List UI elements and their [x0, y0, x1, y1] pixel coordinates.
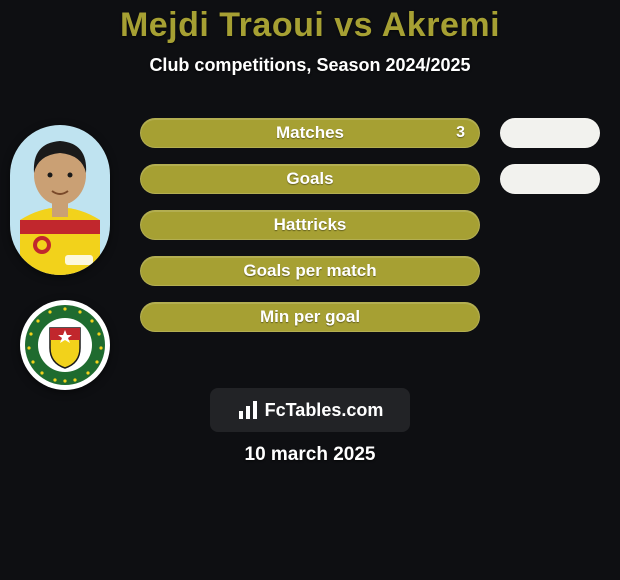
stat-row-right-slot	[490, 118, 610, 148]
stats-block: Matches 3 Goals Hattricks Goals per match Min…	[0, 110, 620, 340]
stat-label: Goals	[286, 169, 333, 189]
stat-pill-main: Matches 3	[140, 118, 480, 148]
stat-row: Matches 3	[0, 110, 620, 156]
stat-row: Goals per match	[0, 248, 620, 294]
brand-badge: FcTables.com	[210, 388, 410, 432]
stat-label: Min per goal	[260, 307, 360, 327]
stat-value-right: 3	[456, 124, 465, 142]
stat-pill-main: Hattricks	[140, 210, 480, 240]
stat-row: Min per goal	[0, 294, 620, 340]
stat-label: Hattricks	[274, 215, 347, 235]
stat-pill-main: Goals per match	[140, 256, 480, 286]
stat-row: Goals	[0, 156, 620, 202]
comparison-canvas: Mejdi Traoui vs Akremi Club competitions…	[0, 0, 620, 580]
stat-label: Matches	[276, 123, 344, 143]
page-subtitle: Club competitions, Season 2024/2025	[0, 55, 620, 76]
stat-pill-right	[500, 118, 600, 148]
brand-text: FcTables.com	[265, 400, 384, 421]
page-title: Mejdi Traoui vs Akremi	[0, 0, 620, 45]
chart-icon	[237, 399, 259, 421]
snapshot-date: 10 march 2025	[0, 444, 620, 466]
stat-label: Goals per match	[243, 261, 376, 281]
stat-pill-main: Min per goal	[140, 302, 480, 332]
stat-row: Hattricks	[0, 202, 620, 248]
stat-pill-right	[500, 164, 600, 194]
stat-row-right-slot	[490, 164, 610, 194]
stat-pill-main: Goals	[140, 164, 480, 194]
